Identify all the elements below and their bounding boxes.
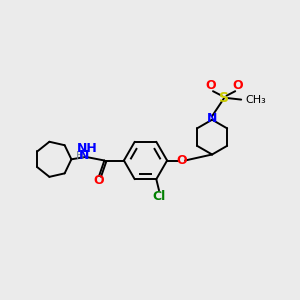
Text: O: O: [206, 79, 216, 92]
Text: N: N: [79, 149, 89, 162]
Text: S: S: [219, 91, 229, 105]
Text: O: O: [93, 174, 104, 188]
Text: O: O: [232, 79, 243, 92]
Text: Cl: Cl: [152, 190, 165, 203]
Text: H: H: [76, 151, 84, 161]
Text: CH₃: CH₃: [245, 94, 266, 105]
Text: O: O: [177, 154, 188, 167]
Text: N: N: [207, 112, 217, 125]
Text: NH: NH: [77, 142, 98, 155]
